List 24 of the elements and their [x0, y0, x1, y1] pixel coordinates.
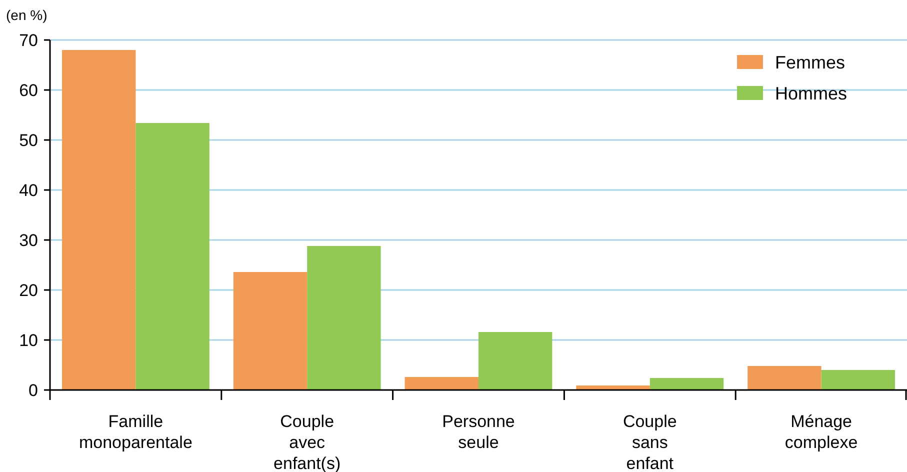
x-tick-label: Famille monoparentale	[78, 412, 192, 452]
x-tick-label: Personne seule	[442, 412, 515, 452]
bar	[404, 377, 478, 390]
bar	[478, 332, 552, 390]
y-tick-label: 70	[19, 30, 38, 50]
y-tick-label: 50	[19, 130, 38, 150]
y-tick-label: 10	[19, 330, 38, 350]
y-axis-title: (en %)	[6, 7, 48, 23]
y-tick-label: 0	[28, 380, 38, 400]
bar	[650, 378, 724, 390]
bar	[233, 272, 308, 390]
bar	[748, 366, 822, 390]
y-tick-label: 60	[19, 80, 38, 100]
y-tick-label: 20	[19, 280, 38, 300]
bar	[62, 50, 136, 390]
y-tick-label: 30	[19, 230, 38, 250]
bar	[307, 246, 381, 390]
x-tick-label: Ménage complexe	[784, 412, 858, 452]
legend-label: Femmes	[775, 52, 846, 72]
y-tick-label: 40	[19, 180, 38, 200]
bar	[136, 123, 210, 390]
bar	[821, 370, 895, 390]
legend-label: Hommes	[775, 83, 848, 104]
x-tick-label: Couple sans enfant	[622, 412, 677, 472]
